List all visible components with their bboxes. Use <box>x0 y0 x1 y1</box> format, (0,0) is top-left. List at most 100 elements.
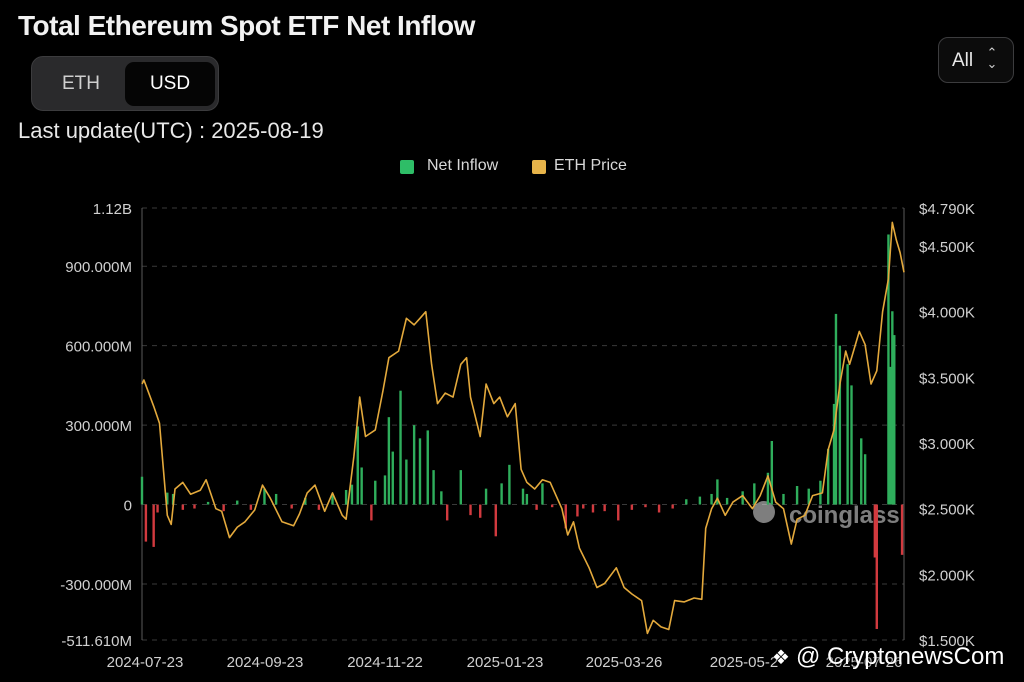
net-inflow-bar <box>550 504 554 508</box>
last-update: Last update(UTC) : 2025-08-19 <box>18 118 324 143</box>
net-inflow-bar <box>484 488 488 505</box>
net-inflow-bar <box>617 504 620 521</box>
net-inflow-bar <box>445 504 449 521</box>
net-inflow-bar <box>166 492 169 505</box>
x-tick-label: 2025-05-2 <box>710 654 778 671</box>
net-inflow-bar <box>770 440 774 505</box>
net-inflow-bar <box>317 504 321 510</box>
net-inflow-bar <box>564 504 567 529</box>
net-inflow-bar <box>374 480 377 505</box>
net-inflow-bar <box>274 493 278 505</box>
net-inflow-bar <box>152 504 155 547</box>
net-inflow-bar <box>383 475 387 505</box>
net-inflow-bar <box>304 497 307 505</box>
right-tick-label: $3.000K <box>919 436 975 453</box>
x-tick-label: 2024-11-22 <box>347 654 423 671</box>
net-inflow-bar <box>710 493 713 505</box>
net-inflow-bar <box>875 504 878 629</box>
net-inflow-bar <box>206 501 210 505</box>
net-inflow-bar <box>469 504 472 516</box>
net-inflow-bar <box>603 504 606 512</box>
net-inflow-bar <box>459 470 462 505</box>
net-inflow-bar <box>426 430 429 505</box>
range-select-value: All <box>952 50 974 71</box>
net-inflow-bar <box>807 488 810 505</box>
chart-legend: Net Inflow ETH Price <box>0 157 1024 179</box>
right-tick-label: $2.500K <box>919 502 975 519</box>
legend-net-inflow[interactable]: Net Inflow <box>427 157 499 174</box>
net-inflow-bar <box>671 504 674 509</box>
net-inflow-bar <box>863 454 867 505</box>
left-tick-label: 0 <box>124 498 132 515</box>
x-tick-label: 2024-07-23 <box>107 654 184 671</box>
net-inflow-bar <box>541 483 544 505</box>
watermark-text: coinglass <box>789 502 900 529</box>
net-inflow-bar <box>657 504 661 513</box>
x-tick-label: 2024-09-23 <box>227 654 304 671</box>
net-inflow-bar <box>249 504 253 510</box>
net-inflow-bar <box>535 504 538 510</box>
right-tick-label: $2.000K <box>919 567 975 584</box>
net-inflow-bar <box>236 500 239 505</box>
net-inflow-bar <box>900 504 904 555</box>
chevron-up-down-icon: ⌃ ⌄ <box>986 45 998 71</box>
net-inflow-bar <box>525 493 529 505</box>
right-tick-label: $1.500K <box>919 633 975 650</box>
net-inflow-bar <box>479 504 482 518</box>
source-logo-icon: ❖ <box>772 647 790 669</box>
net-inflow-bar <box>370 504 373 521</box>
net-inflow-bar <box>838 345 842 505</box>
net-inflow-bar <box>873 504 877 558</box>
net-inflow-bar <box>356 426 359 505</box>
net-inflow-bar <box>432 470 435 505</box>
net-inflow-bar <box>832 403 836 505</box>
range-select[interactable]: All ⌃ ⌄ <box>938 37 1014 83</box>
eth-option[interactable]: ETH <box>62 73 100 94</box>
net-inflow-bar <box>685 499 688 505</box>
net-inflow-bar <box>140 476 144 505</box>
net-inflow-bar <box>500 483 503 505</box>
credit-watermark: ❖ @ CryptonewsCom <box>772 643 1004 671</box>
left-tick-label: 1.12B <box>93 201 132 218</box>
x-tick-label: 2025-03-26 <box>586 654 663 671</box>
net-inflow-bar <box>766 472 770 505</box>
net-inflow-bar <box>494 504 497 537</box>
net-inflow-bar <box>644 504 647 508</box>
right-tick-label: $4.000K <box>919 305 975 322</box>
net-inflow-bar <box>725 497 729 505</box>
coinglass-watermark: coinglass <box>753 501 900 529</box>
left-tick-label: 900.000M <box>65 259 132 276</box>
net-inflow-bar <box>508 464 511 505</box>
net-inflow-bar <box>630 504 634 510</box>
net-inflow-bar <box>826 448 830 505</box>
net-inflow-bar <box>887 234 890 505</box>
net-inflow-bar <box>741 491 744 505</box>
net-inflow-bar <box>193 504 196 509</box>
x-tick-label: 2025-07-26 <box>826 654 903 671</box>
net-inflow-bar <box>582 504 585 509</box>
net-inflow-bar <box>521 488 525 505</box>
right-tick-label: $4.790K <box>919 201 975 218</box>
legend-swatch-eth-price <box>532 160 546 174</box>
chart-title: Total Ethereum Spot ETF Net Inflow <box>18 10 475 41</box>
net-inflow-bar <box>331 493 334 505</box>
legend-eth-price[interactable]: ETH Price <box>554 157 627 174</box>
legend-swatch-net-inflow <box>400 160 414 174</box>
net-inflow-bar <box>344 489 348 505</box>
currency-toggle[interactable]: ETH USD <box>31 56 219 111</box>
right-axis-ticks: $1.500K $2.000K $2.500K $3.000K $3.500K $4.00… <box>919 201 975 650</box>
net-inflow-bar <box>846 364 849 505</box>
net-inflow-bars <box>140 234 904 629</box>
left-tick-label: 600.000M <box>65 339 132 356</box>
net-inflow-bar <box>399 390 402 505</box>
right-tick-label: $3.500K <box>919 370 975 387</box>
credit-text: @ CryptonewsCom <box>795 643 1005 670</box>
net-inflow-bar <box>350 484 354 505</box>
net-inflow-bar <box>181 504 185 510</box>
net-inflow-bar <box>850 385 853 505</box>
net-inflow-bar <box>698 496 702 505</box>
eth-price-line <box>141 221 905 635</box>
usd-option[interactable]: USD <box>125 62 215 106</box>
net-inflow-bar <box>360 467 363 505</box>
